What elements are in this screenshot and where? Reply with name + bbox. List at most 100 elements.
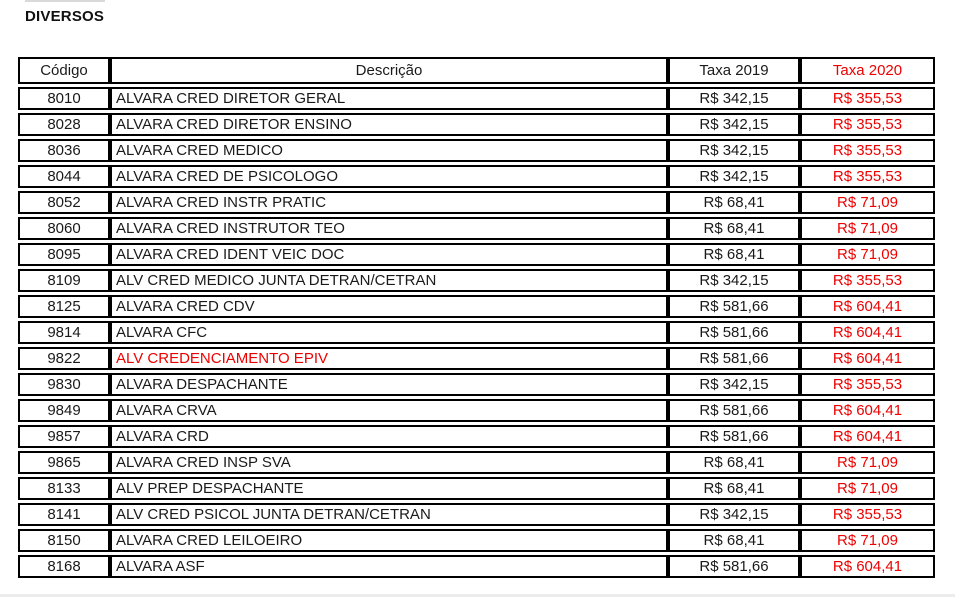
tax-2019-cell: R$ 342,15 [668, 165, 800, 188]
code-cell: 9830 [18, 373, 110, 396]
description-cell: ALV CREDENCIAMENTO EPIV [110, 347, 668, 370]
table-row: 8150 ALVARA CRED LEILOEIRO R$ 68,41 R$ 7… [18, 529, 935, 552]
description-cell: ALVARA CRD [110, 425, 668, 448]
description-cell: ALV CRED MEDICO JUNTA DETRAN/CETRAN [110, 269, 668, 292]
header-taxa-2020: Taxa 2020 [800, 57, 935, 84]
tax-2020-cell: R$ 604,41 [800, 295, 935, 318]
code-cell: 8125 [18, 295, 110, 318]
table-row: 8109 ALV CRED MEDICO JUNTA DETRAN/CETRAN… [18, 269, 935, 292]
tax-2020-cell: R$ 71,09 [800, 529, 935, 552]
tax-2020-cell: R$ 355,53 [800, 373, 935, 396]
tax-2019-cell: R$ 581,66 [668, 295, 800, 318]
code-cell: 8044 [18, 165, 110, 188]
tax-2020-cell: R$ 355,53 [800, 87, 935, 110]
code-cell: 8095 [18, 243, 110, 266]
table-row: 8168 ALVARA ASF R$ 581,66 R$ 604,41 [18, 555, 935, 578]
description-cell: ALVARA CRED DIRETOR GERAL [110, 87, 668, 110]
tax-2019-cell: R$ 581,66 [668, 555, 800, 578]
description-cell: ALVARA CRED IDENT VEIC DOC [110, 243, 668, 266]
tax-2019-cell: R$ 342,15 [668, 503, 800, 526]
tax-2020-cell: R$ 604,41 [800, 321, 935, 344]
tax-2019-cell: R$ 342,15 [668, 87, 800, 110]
table-row: 8028 ALVARA CRED DIRETOR ENSINO R$ 342,1… [18, 113, 935, 136]
code-cell: 9814 [18, 321, 110, 344]
table-row: 8036 ALVARA CRED MEDICO R$ 342,15 R$ 355… [18, 139, 935, 162]
code-cell: 8150 [18, 529, 110, 552]
table-row: 8095 ALVARA CRED IDENT VEIC DOC R$ 68,41… [18, 243, 935, 266]
description-cell: ALVARA CRVA [110, 399, 668, 422]
tax-2020-cell: R$ 355,53 [800, 139, 935, 162]
code-cell: 8141 [18, 503, 110, 526]
description-cell: ALVARA CRED DE PSICOLOGO [110, 165, 668, 188]
table-row: 9849 ALVARA CRVA R$ 581,66 R$ 604,41 [18, 399, 935, 422]
code-cell: 8028 [18, 113, 110, 136]
tax-2020-cell: R$ 604,41 [800, 399, 935, 422]
description-cell: ALVARA CRED CDV [110, 295, 668, 318]
tax-2020-cell: R$ 71,09 [800, 451, 935, 474]
description-cell: ALVARA CRED MEDICO [110, 139, 668, 162]
tax-2020-cell: R$ 71,09 [800, 191, 935, 214]
tax-2019-cell: R$ 342,15 [668, 139, 800, 162]
tax-2019-cell: R$ 68,41 [668, 451, 800, 474]
description-cell: ALVARA CRED INSP SVA [110, 451, 668, 474]
code-cell: 8109 [18, 269, 110, 292]
description-cell: ALV CRED PSICOL JUNTA DETRAN/CETRAN [110, 503, 668, 526]
tax-2020-cell: R$ 71,09 [800, 217, 935, 240]
table-row: 8125 ALVARA CRED CDV R$ 581,66 R$ 604,41 [18, 295, 935, 318]
tax-2020-cell: R$ 355,53 [800, 269, 935, 292]
description-cell: ALV PREP DESPACHANTE [110, 477, 668, 500]
header-taxa-2019: Taxa 2019 [668, 57, 800, 84]
description-cell: ALVARA ASF [110, 555, 668, 578]
code-cell: 8133 [18, 477, 110, 500]
tax-2020-cell: R$ 604,41 [800, 347, 935, 370]
table-row: 8052 ALVARA CRED INSTR PRATIC R$ 68,41 R… [18, 191, 935, 214]
tax-2020-cell: R$ 355,53 [800, 113, 935, 136]
code-cell: 9822 [18, 347, 110, 370]
header-codigo: Código [18, 57, 110, 84]
tax-2019-cell: R$ 581,66 [668, 347, 800, 370]
page-bottom-edge [0, 594, 955, 597]
tax-2019-cell: R$ 68,41 [668, 477, 800, 500]
tax-2019-cell: R$ 581,66 [668, 399, 800, 422]
tax-2019-cell: R$ 68,41 [668, 529, 800, 552]
table-row: 9830 ALVARA DESPACHANTE R$ 342,15 R$ 355… [18, 373, 935, 396]
page-title: DIVERSOS [25, 8, 105, 25]
description-cell: ALVARA CRED INSTRUTOR TEO [110, 217, 668, 240]
table-row: 9857 ALVARA CRD R$ 581,66 R$ 604,41 [18, 425, 935, 448]
tax-2020-cell: R$ 355,53 [800, 503, 935, 526]
tax-2019-cell: R$ 581,66 [668, 321, 800, 344]
description-cell: ALVARA CFC [110, 321, 668, 344]
code-cell: 8060 [18, 217, 110, 240]
description-cell: ALVARA CRED LEILOEIRO [110, 529, 668, 552]
tax-2020-cell: R$ 71,09 [800, 243, 935, 266]
tax-2020-cell: R$ 71,09 [800, 477, 935, 500]
description-cell: ALVARA CRED DIRETOR ENSINO [110, 113, 668, 136]
table-row: 8133 ALV PREP DESPACHANTE R$ 68,41 R$ 71… [18, 477, 935, 500]
description-cell: ALVARA CRED INSTR PRATIC [110, 191, 668, 214]
tax-2019-cell: R$ 342,15 [668, 373, 800, 396]
tax-2019-cell: R$ 68,41 [668, 217, 800, 240]
code-cell: 8036 [18, 139, 110, 162]
tax-2020-cell: R$ 604,41 [800, 425, 935, 448]
tax-2020-cell: R$ 355,53 [800, 165, 935, 188]
tax-2019-cell: R$ 342,15 [668, 113, 800, 136]
tax-2020-cell: R$ 604,41 [800, 555, 935, 578]
fees-table: Código Descrição Taxa 2019 Taxa 2020 801… [18, 57, 935, 581]
table-row: 9822 ALV CREDENCIAMENTO EPIV R$ 581,66 R… [18, 347, 935, 370]
table-row: 8060 ALVARA CRED INSTRUTOR TEO R$ 68,41 … [18, 217, 935, 240]
header-descricao: Descrição [110, 57, 668, 84]
code-cell: 8052 [18, 191, 110, 214]
table-body: 8010 ALVARA CRED DIRETOR GERAL R$ 342,15… [18, 87, 935, 578]
table-row: 9865 ALVARA CRED INSP SVA R$ 68,41 R$ 71… [18, 451, 935, 474]
table-row: 8010 ALVARA CRED DIRETOR GERAL R$ 342,15… [18, 87, 935, 110]
code-cell: 8168 [18, 555, 110, 578]
page-top-edge-artifact [25, 0, 105, 2]
tax-2019-cell: R$ 581,66 [668, 425, 800, 448]
code-cell: 9865 [18, 451, 110, 474]
code-cell: 8010 [18, 87, 110, 110]
table-row: 8044 ALVARA CRED DE PSICOLOGO R$ 342,15 … [18, 165, 935, 188]
tax-2019-cell: R$ 342,15 [668, 269, 800, 292]
table-header-row: Código Descrição Taxa 2019 Taxa 2020 [18, 57, 935, 84]
code-cell: 9849 [18, 399, 110, 422]
